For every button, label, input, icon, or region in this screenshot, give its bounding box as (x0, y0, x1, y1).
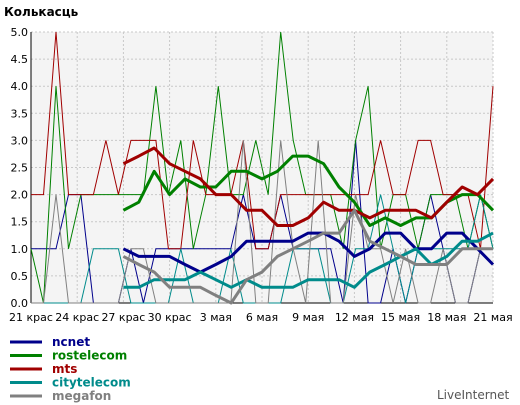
y-tick-label: 4.5 (11, 53, 29, 66)
series-line-rostelecom (30, 31, 494, 304)
y-tick-label: 0.0 (11, 297, 29, 310)
x-tick-label: 3 мая (200, 311, 232, 324)
x-tick-label: 24 крас (55, 311, 99, 324)
series-line-megafon (31, 140, 493, 304)
y-tick-label: 2.5 (11, 162, 29, 175)
y-tick-label: 1.0 (11, 243, 29, 256)
y-tick-label: 2.0 (11, 189, 29, 202)
y-tick-label: 1.5 (11, 216, 29, 229)
legend-label-megafon: megafon (52, 389, 111, 403)
legend-label-rostelecom: rostelecom (52, 349, 127, 363)
x-tick-label: 15 мая (381, 311, 420, 324)
moving-average-megafon (122, 208, 493, 305)
y-tick-label: 3.5 (11, 107, 29, 120)
x-tick-label: 9 мая (292, 311, 324, 324)
y-tick-label: 4.0 (11, 80, 29, 93)
x-tick-label: 12 мая (335, 311, 374, 324)
plot-area: 0.0 0.5 1.0 1.5 2.0 2.5 3.0 3.5 4.0 4.5 5.0 21 крас… (9, 26, 513, 324)
series-line-mts (31, 31, 494, 250)
branding-label: LiveInternet (437, 388, 509, 402)
y-tick-label: 3.0 (11, 134, 29, 147)
legend-label-mts: mts (52, 362, 77, 376)
x-tick-label: 27 крас (101, 311, 145, 324)
x-tick-label: 6 мая (246, 311, 278, 324)
y-tick-label: 0.5 (11, 270, 29, 283)
legend-label-citytelecom: citytelecom (52, 376, 131, 390)
x-tick-label: 21 мая (473, 311, 512, 324)
moving-average-mts (122, 146, 495, 227)
legend-label-ncnet: ncnet (52, 335, 90, 349)
y-tick-label: 5.0 (11, 26, 29, 39)
moving-average-ncnet (122, 231, 495, 274)
x-tick-label: 21 крас (9, 311, 53, 324)
x-tick-label: 18 мая (427, 311, 466, 324)
x-tick-label: 30 крас (148, 311, 192, 324)
chart-title: Колькасць (4, 5, 79, 19)
